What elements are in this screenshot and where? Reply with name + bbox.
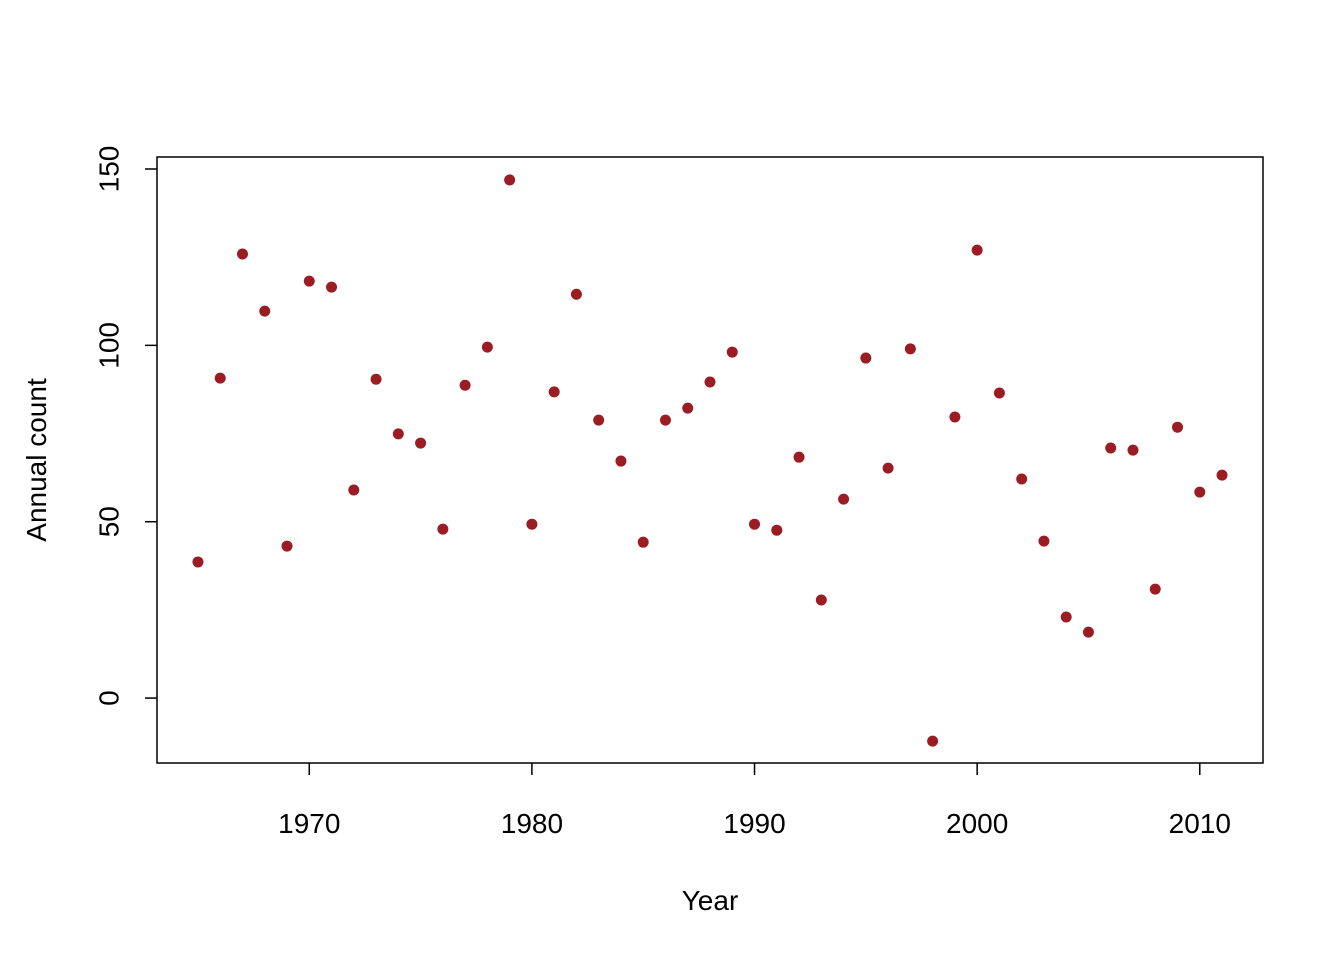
point <box>548 386 560 398</box>
point <box>281 540 293 552</box>
x-tick-label: 2010 <box>1169 808 1231 839</box>
point <box>704 376 716 388</box>
y-tick-label: 50 <box>93 506 124 537</box>
point <box>927 735 939 747</box>
point <box>860 352 872 364</box>
point <box>348 484 360 496</box>
point <box>326 281 338 293</box>
point <box>1082 626 1094 638</box>
point <box>793 451 805 463</box>
point <box>1194 486 1206 498</box>
point <box>1216 469 1228 481</box>
point <box>526 518 538 530</box>
y-tick-label: 150 <box>93 146 124 193</box>
point <box>1060 611 1072 623</box>
point <box>415 437 427 449</box>
point <box>749 518 761 530</box>
point <box>838 493 850 505</box>
point <box>459 379 471 391</box>
point <box>1127 444 1139 456</box>
y-tick-label: 0 <box>93 690 124 706</box>
point <box>1105 442 1117 454</box>
point <box>637 536 649 548</box>
point <box>259 305 271 317</box>
point <box>1038 535 1050 547</box>
point <box>993 387 1005 399</box>
point <box>682 402 694 414</box>
point <box>437 523 449 535</box>
point <box>659 414 671 426</box>
point <box>815 594 827 606</box>
point <box>904 343 916 355</box>
x-tick-label: 2000 <box>946 808 1008 839</box>
y-tick-label: 100 <box>93 322 124 369</box>
point <box>771 524 783 536</box>
point <box>726 346 738 358</box>
point <box>303 275 315 287</box>
point <box>504 174 516 186</box>
point <box>1016 473 1028 485</box>
plot-frame <box>156 156 1264 764</box>
point <box>570 288 582 300</box>
point <box>481 341 493 353</box>
y-axis-label: Annual count <box>21 378 52 542</box>
point <box>236 248 248 260</box>
point <box>971 244 983 256</box>
point <box>1172 421 1184 433</box>
point <box>370 373 382 385</box>
point <box>192 556 204 568</box>
x-tick-label: 1980 <box>501 808 563 839</box>
point <box>1149 583 1161 595</box>
point <box>593 414 605 426</box>
point <box>392 428 404 440</box>
point <box>615 455 627 467</box>
point <box>882 462 894 474</box>
x-tick-label: 1990 <box>723 808 785 839</box>
point <box>949 411 961 423</box>
x-axis-label: Year <box>682 885 739 916</box>
x-tick-label: 1970 <box>278 808 340 839</box>
point <box>214 372 226 384</box>
